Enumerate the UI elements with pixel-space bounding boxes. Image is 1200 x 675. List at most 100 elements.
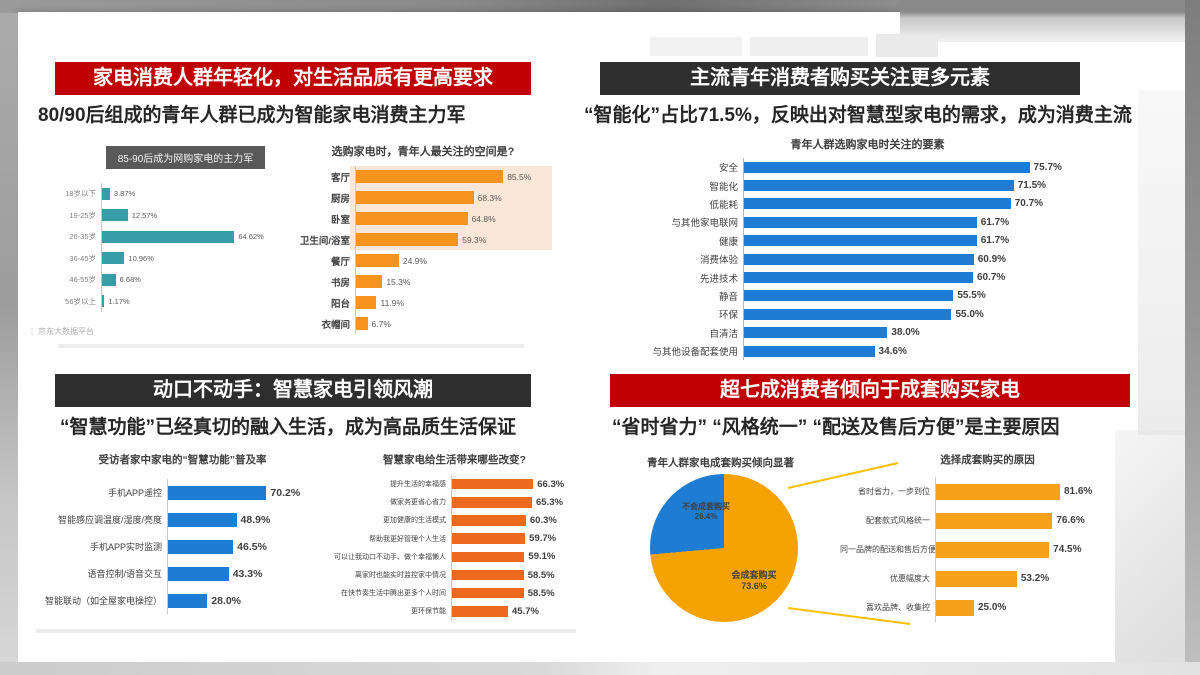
- bar-value-label: 34.6%: [878, 345, 907, 357]
- background-shading-corner: [1115, 430, 1185, 662]
- bar-row: 静音 55.5%: [610, 286, 1125, 306]
- bar: [102, 209, 128, 222]
- bar: [452, 569, 524, 581]
- bar: [356, 317, 368, 330]
- bar-row: 智能联动（如全屋家电操控） 28.0%: [40, 587, 325, 614]
- bar-row: 智能感应调温度/湿度/亮度 48.9%: [40, 506, 325, 533]
- bar-row: 安全 75.7%: [610, 158, 1125, 177]
- bar-row: 衣帽间 6.7%: [292, 313, 554, 334]
- bar: [744, 272, 973, 284]
- chart-title: 青年人群选购家电时关注的要素: [790, 139, 945, 151]
- bar: [936, 599, 974, 616]
- bar-category-label: 更加健康的生活模式: [383, 517, 446, 525]
- bar-row: 配套款式风格统一 76.6%: [840, 506, 1135, 535]
- bar-value-label: 74.5%: [1053, 544, 1082, 555]
- q2-banner-title: 主流青年消费者购买关注更多元素: [600, 62, 1080, 95]
- bar-category-label: 衣帽间: [321, 319, 350, 331]
- bar-track: 55.0%: [743, 305, 1125, 324]
- bar-category-label: 安全: [718, 163, 738, 175]
- bar-track: 64.62%: [101, 226, 313, 248]
- bar-track: 58.5%: [451, 565, 577, 585]
- bar-track: 70.2%: [167, 479, 325, 506]
- bar-value-label: 12.57%: [131, 210, 158, 220]
- chart-title: 选购家电时，青年人最关注的空间是?: [331, 146, 515, 158]
- bar: [356, 233, 459, 246]
- bar-track: 28.0%: [167, 587, 325, 614]
- bar-row: 帮助我更好管理个人生活 59.7%: [332, 529, 577, 548]
- bar-track: 3.87%: [101, 183, 313, 205]
- bar-category-label: 36-45岁: [69, 253, 96, 263]
- bar-track: 38.0%: [743, 323, 1125, 342]
- bar-row: 语音控制/语音交互 43.3%: [40, 560, 325, 587]
- bar-track: 43.3%: [167, 560, 325, 587]
- q4-subtitle: “省时省力” “风格统一” “配送及售后方便”是主要原因: [612, 417, 1060, 438]
- q4-banner-title: 超七成消费者倾向于成套购买家电: [610, 374, 1130, 407]
- bar-category-label: 省时省力，一步到位: [858, 487, 930, 496]
- bar-track: 59.7%: [451, 529, 577, 548]
- chart-image-edge: [36, 629, 576, 633]
- bar: [936, 570, 1017, 587]
- bar: [168, 485, 267, 500]
- bar: [744, 327, 888, 339]
- bar: [744, 345, 875, 357]
- bar-row: 手机APP实时监测 46.5%: [40, 533, 325, 560]
- bar-category-label: 健康: [718, 236, 738, 248]
- bar-row: 阳台 11.9%: [292, 292, 554, 313]
- bar-category-label: 书房: [330, 277, 350, 289]
- bar-row: 智能化 71.5%: [610, 176, 1125, 195]
- bar: [744, 290, 954, 302]
- bar-row: 自清洁 38.0%: [610, 323, 1125, 342]
- bar: [102, 273, 116, 286]
- bar-track: 60.3%: [451, 511, 577, 530]
- bar-track: 65.3%: [451, 493, 577, 512]
- q1-subtitle: 80/90后组成的青年人群已成为智能家电消费主力军: [38, 105, 466, 126]
- bar: [936, 541, 1050, 558]
- bar: [744, 161, 1030, 173]
- bar: [744, 235, 977, 247]
- bar-value-label: 45.7%: [512, 605, 539, 617]
- bar-track: 11.9%: [355, 292, 554, 313]
- bar: [102, 230, 235, 243]
- chart-title: 受访者家中家电的“智慧功能”普及率: [98, 454, 267, 466]
- pie-slice-label: 会成套购买 73.6%: [731, 570, 777, 592]
- bar-row: 更环保节能 45.7%: [332, 602, 577, 621]
- bar-category-label: 静音: [718, 291, 738, 303]
- bar-row: 19-25岁 12.57%: [58, 204, 313, 226]
- bar-category-label: 56岁以上: [65, 296, 96, 306]
- bar: [356, 191, 474, 204]
- bar-row: 更加健康的生活模式 60.3%: [332, 511, 577, 530]
- bar-category-label: 手机APP遥控: [107, 488, 162, 498]
- bar: [168, 539, 234, 554]
- bar-track: 58.5%: [451, 584, 577, 603]
- bar-value-label: 46.5%: [237, 540, 267, 553]
- bar-track: 61.7%: [743, 231, 1125, 250]
- bar-row: 卫生间/浴室 59.3%: [292, 229, 554, 250]
- bar-value-label: 60.3%: [529, 514, 557, 526]
- bar-value-label: 76.6%: [1056, 515, 1085, 526]
- background-photo-bottom-band: [0, 662, 1200, 675]
- bar: [936, 512, 1053, 529]
- bar-value-label: 59.7%: [529, 533, 557, 545]
- bar: [168, 566, 229, 581]
- bar-track: 15.3%: [355, 271, 554, 292]
- bar-value-label: 66.3%: [537, 478, 565, 490]
- background-shading-right: [1138, 90, 1185, 435]
- bar-value-label: 53.2%: [1020, 573, 1050, 584]
- bar-track: 1.17%: [101, 290, 313, 312]
- bar: [452, 606, 508, 617]
- bar: [452, 478, 534, 490]
- chart-image-edge: [58, 344, 524, 348]
- bar-category-label: 卫生间/浴室: [299, 235, 350, 247]
- bar-value-label: 11.9%: [380, 297, 404, 308]
- bar-row: 环保 55.0%: [610, 305, 1125, 324]
- bar: [744, 253, 974, 265]
- bar-track: 59.1%: [451, 547, 577, 566]
- bar-value-label: 15.3%: [386, 276, 411, 287]
- bar-category-label: 消费体验: [699, 255, 738, 267]
- bar: [744, 198, 1011, 210]
- bar-row: 优惠幅度大 53.2%: [840, 564, 1135, 593]
- bar-category-label: 26-35岁: [69, 232, 96, 242]
- bar-track: 53.2%: [935, 564, 1135, 593]
- pie-callout-lines: [787, 462, 911, 625]
